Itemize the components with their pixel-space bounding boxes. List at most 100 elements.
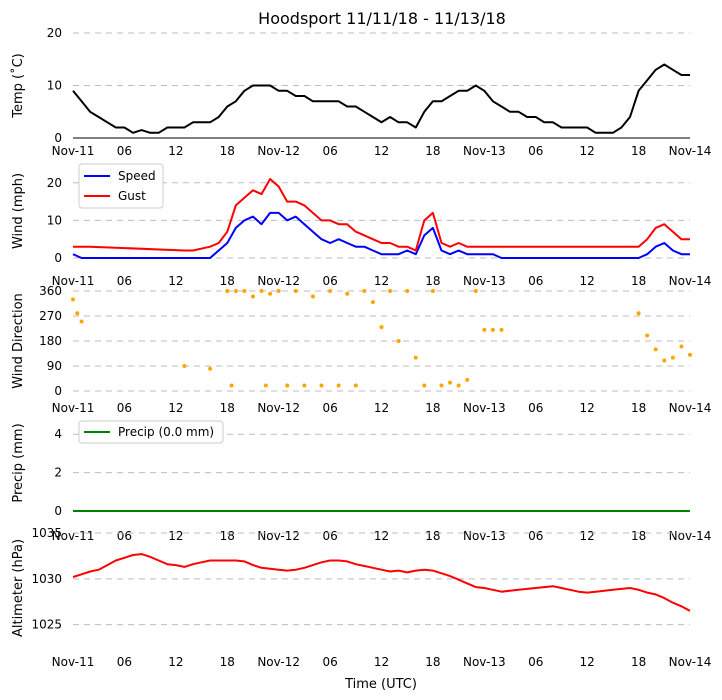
direction-point [490,327,495,332]
direction-point [259,289,264,293]
direction-point [679,344,684,349]
direction-point [263,383,268,388]
direction-xtick-label: 12 [374,401,389,415]
direction-point [328,289,333,293]
direction-xtick-label: 06 [117,401,132,415]
temp-xtick-label: 18 [220,144,235,158]
direction-point [79,319,84,324]
altimeter-xtick-label: 06 [322,655,337,669]
direction-point [229,383,234,388]
precip-legend: Precip (0.0 mm) [78,420,224,444]
wind-xtick-label: 06 [528,274,543,288]
precip-xtick-label: Nov-11 [52,529,95,543]
precip-gridlines [73,433,690,512]
direction-point [430,289,435,293]
altimeter-xtick-label: Nov-14 [669,655,712,669]
temp-xtick-label: 12 [374,144,389,158]
direction-point [310,294,315,299]
precip-axes: 0 2 4 Nov-11 06 12 18 Nov-12 06 12 18 Nov-13 06 12 18 N… [52,427,712,543]
direction-point [653,347,658,352]
direction-point [413,355,418,360]
wind-ytick-label: 10 [47,213,62,227]
temp-xtick-label: Nov-12 [257,144,300,158]
temp-xtick-label: 12 [168,144,183,158]
wind-xtick-label: Nov-13 [463,274,506,288]
altimeter-xtick-label: 06 [117,655,132,669]
direction-point [422,383,427,388]
temp-axes: 0 10 20 Nov-11 06 12 18 Nov-12 06 12 18 Nov-13 06 12 1… [47,26,712,158]
altimeter-xtick-label: Nov-11 [52,655,95,669]
legend-gust-label: Gust [118,189,146,203]
temp-ytick-label: 10 [47,79,62,93]
precip-xtick-label: 12 [374,529,389,543]
direction-xtick-label: 12 [168,401,183,415]
direction-point [182,364,187,368]
wind-ytick-label: 20 [47,176,62,190]
direction-xtick-label: Nov-13 [463,401,506,415]
direction-point [405,289,410,293]
legend-speed-label: Speed [118,169,156,183]
altimeter-xtick-label: 18 [425,655,440,669]
precip-xtick-label: 06 [528,529,543,543]
direction-xtick-label: 06 [322,401,337,415]
direction-ylabel: Wind Direction [11,293,26,389]
temp-gridlines [73,32,690,86]
direction-point [465,377,470,382]
precip-ylabel: Precip (mm) [11,423,26,502]
direction-point [482,327,487,332]
precip-xtick-label: Nov-13 [463,529,506,543]
altimeter-ytick-label: 1025 [31,618,62,632]
precip-panel: 0 2 4 Nov-11 06 12 18 Nov-12 06 12 18 Nov-13 06 12 18 N… [11,420,712,543]
direction-xtick-label: 18 [631,401,646,415]
altimeter-ytick-label: 1035 [31,526,62,540]
wind-xtick-label: Nov-12 [257,274,300,288]
precip-xtick-label: 18 [631,529,646,543]
wind-gust-line [73,178,690,252]
wind-xtick-label: Nov-14 [669,274,712,288]
direction-point [250,294,255,299]
altimeter-ytick-label: 1030 [31,572,62,586]
direction-point [448,380,453,385]
legend-precip-label: Precip (0.0 mm) [118,425,214,439]
direction-xtick-label: 18 [220,401,235,415]
direction-point [645,333,650,338]
direction-xtick-label: 18 [425,401,440,415]
direction-point [233,289,238,293]
altimeter-xtick-label: 12 [580,655,595,669]
direction-series [71,289,692,388]
direction-point [276,289,281,293]
direction-point [71,297,75,302]
wind-panel: 0 10 20 Nov-11 06 12 18 Nov-12 06 12 18 Nov-13 06 12 1… [11,163,712,288]
direction-point [242,289,247,293]
direction-point [293,289,298,293]
direction-point [473,289,478,293]
altimeter-xtick-label: 06 [528,655,543,669]
direction-point [285,383,290,388]
wind-xtick-label: 18 [220,274,235,288]
direction-point [225,289,230,293]
temp-xtick-label: 18 [631,144,646,158]
temp-xtick-label: 06 [528,144,543,158]
direction-ytick-label: 360 [39,284,62,298]
direction-point [319,383,324,388]
altimeter-xtick-label: 18 [631,655,646,669]
direction-point [456,383,461,388]
altimeter-xtick-label: 12 [374,655,389,669]
direction-point [336,383,341,388]
direction-point [379,325,384,330]
direction-xtick-label: 12 [580,401,595,415]
precip-xtick-label: 06 [117,529,132,543]
temp-ylabel: Temp (˚C) [10,53,26,119]
wind-xtick-label: 18 [631,274,646,288]
wind-ylabel: Wind (mph) [11,173,26,249]
altimeter-ylabel: Altimeter (hPa) [11,539,26,637]
x-axis-label: Time (UTC) [344,677,417,692]
wind-xtick-label: 12 [168,274,183,288]
temp-xtick-label: Nov-13 [463,144,506,158]
wind-xtick-label: 06 [322,274,337,288]
direction-point [499,327,504,332]
temp-temp-line [72,63,690,134]
precip-xtick-label: Nov-14 [669,529,712,543]
